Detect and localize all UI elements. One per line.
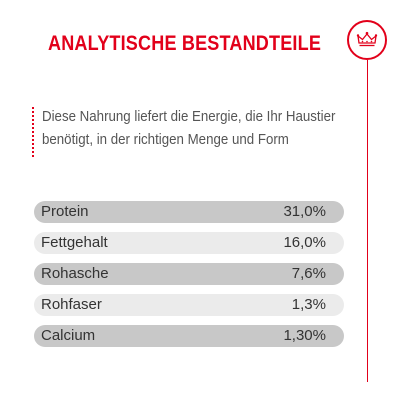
row-value: 7,6% (291, 265, 326, 282)
row-label: Fettgehalt (41, 234, 108, 251)
row-value: 1,3% (291, 296, 326, 313)
table-row-fettgehalt: Fettgehalt 16,0% (34, 232, 344, 254)
vertical-divider (367, 60, 368, 382)
table-row-calcium: Calcium 1,30% (34, 325, 344, 347)
row-label: Rohfaser (41, 296, 102, 313)
page-title: ANALYTISCHE BESTANDTEILE (48, 32, 322, 55)
dashed-accent-line (32, 107, 34, 157)
row-label: Calcium (41, 327, 96, 344)
row-value: 31,0% (283, 203, 326, 220)
row-value: 1,30% (283, 327, 326, 344)
table-row-rohfaser: Rohfaser 1,3% (34, 294, 344, 316)
intro-text: Diese Nahrung liefert die Energie, die I… (42, 106, 340, 152)
brand-logo (347, 20, 387, 60)
nutrient-table: Protein 31,0% Fettgehalt 16,0% Rohasche … (34, 201, 344, 356)
crown-icon (356, 31, 378, 47)
table-row-protein: Protein 31,0% (34, 201, 344, 223)
row-label: Rohasche (41, 265, 109, 282)
row-label: Protein (41, 203, 89, 220)
row-value: 16,0% (283, 234, 326, 251)
table-row-rohasche: Rohasche 7,6% (34, 263, 344, 285)
intro-line-2: benötigt, in der richtigen Menge und For… (42, 132, 289, 148)
intro-line-1: Diese Nahrung liefert die Energie, die I… (42, 109, 336, 125)
